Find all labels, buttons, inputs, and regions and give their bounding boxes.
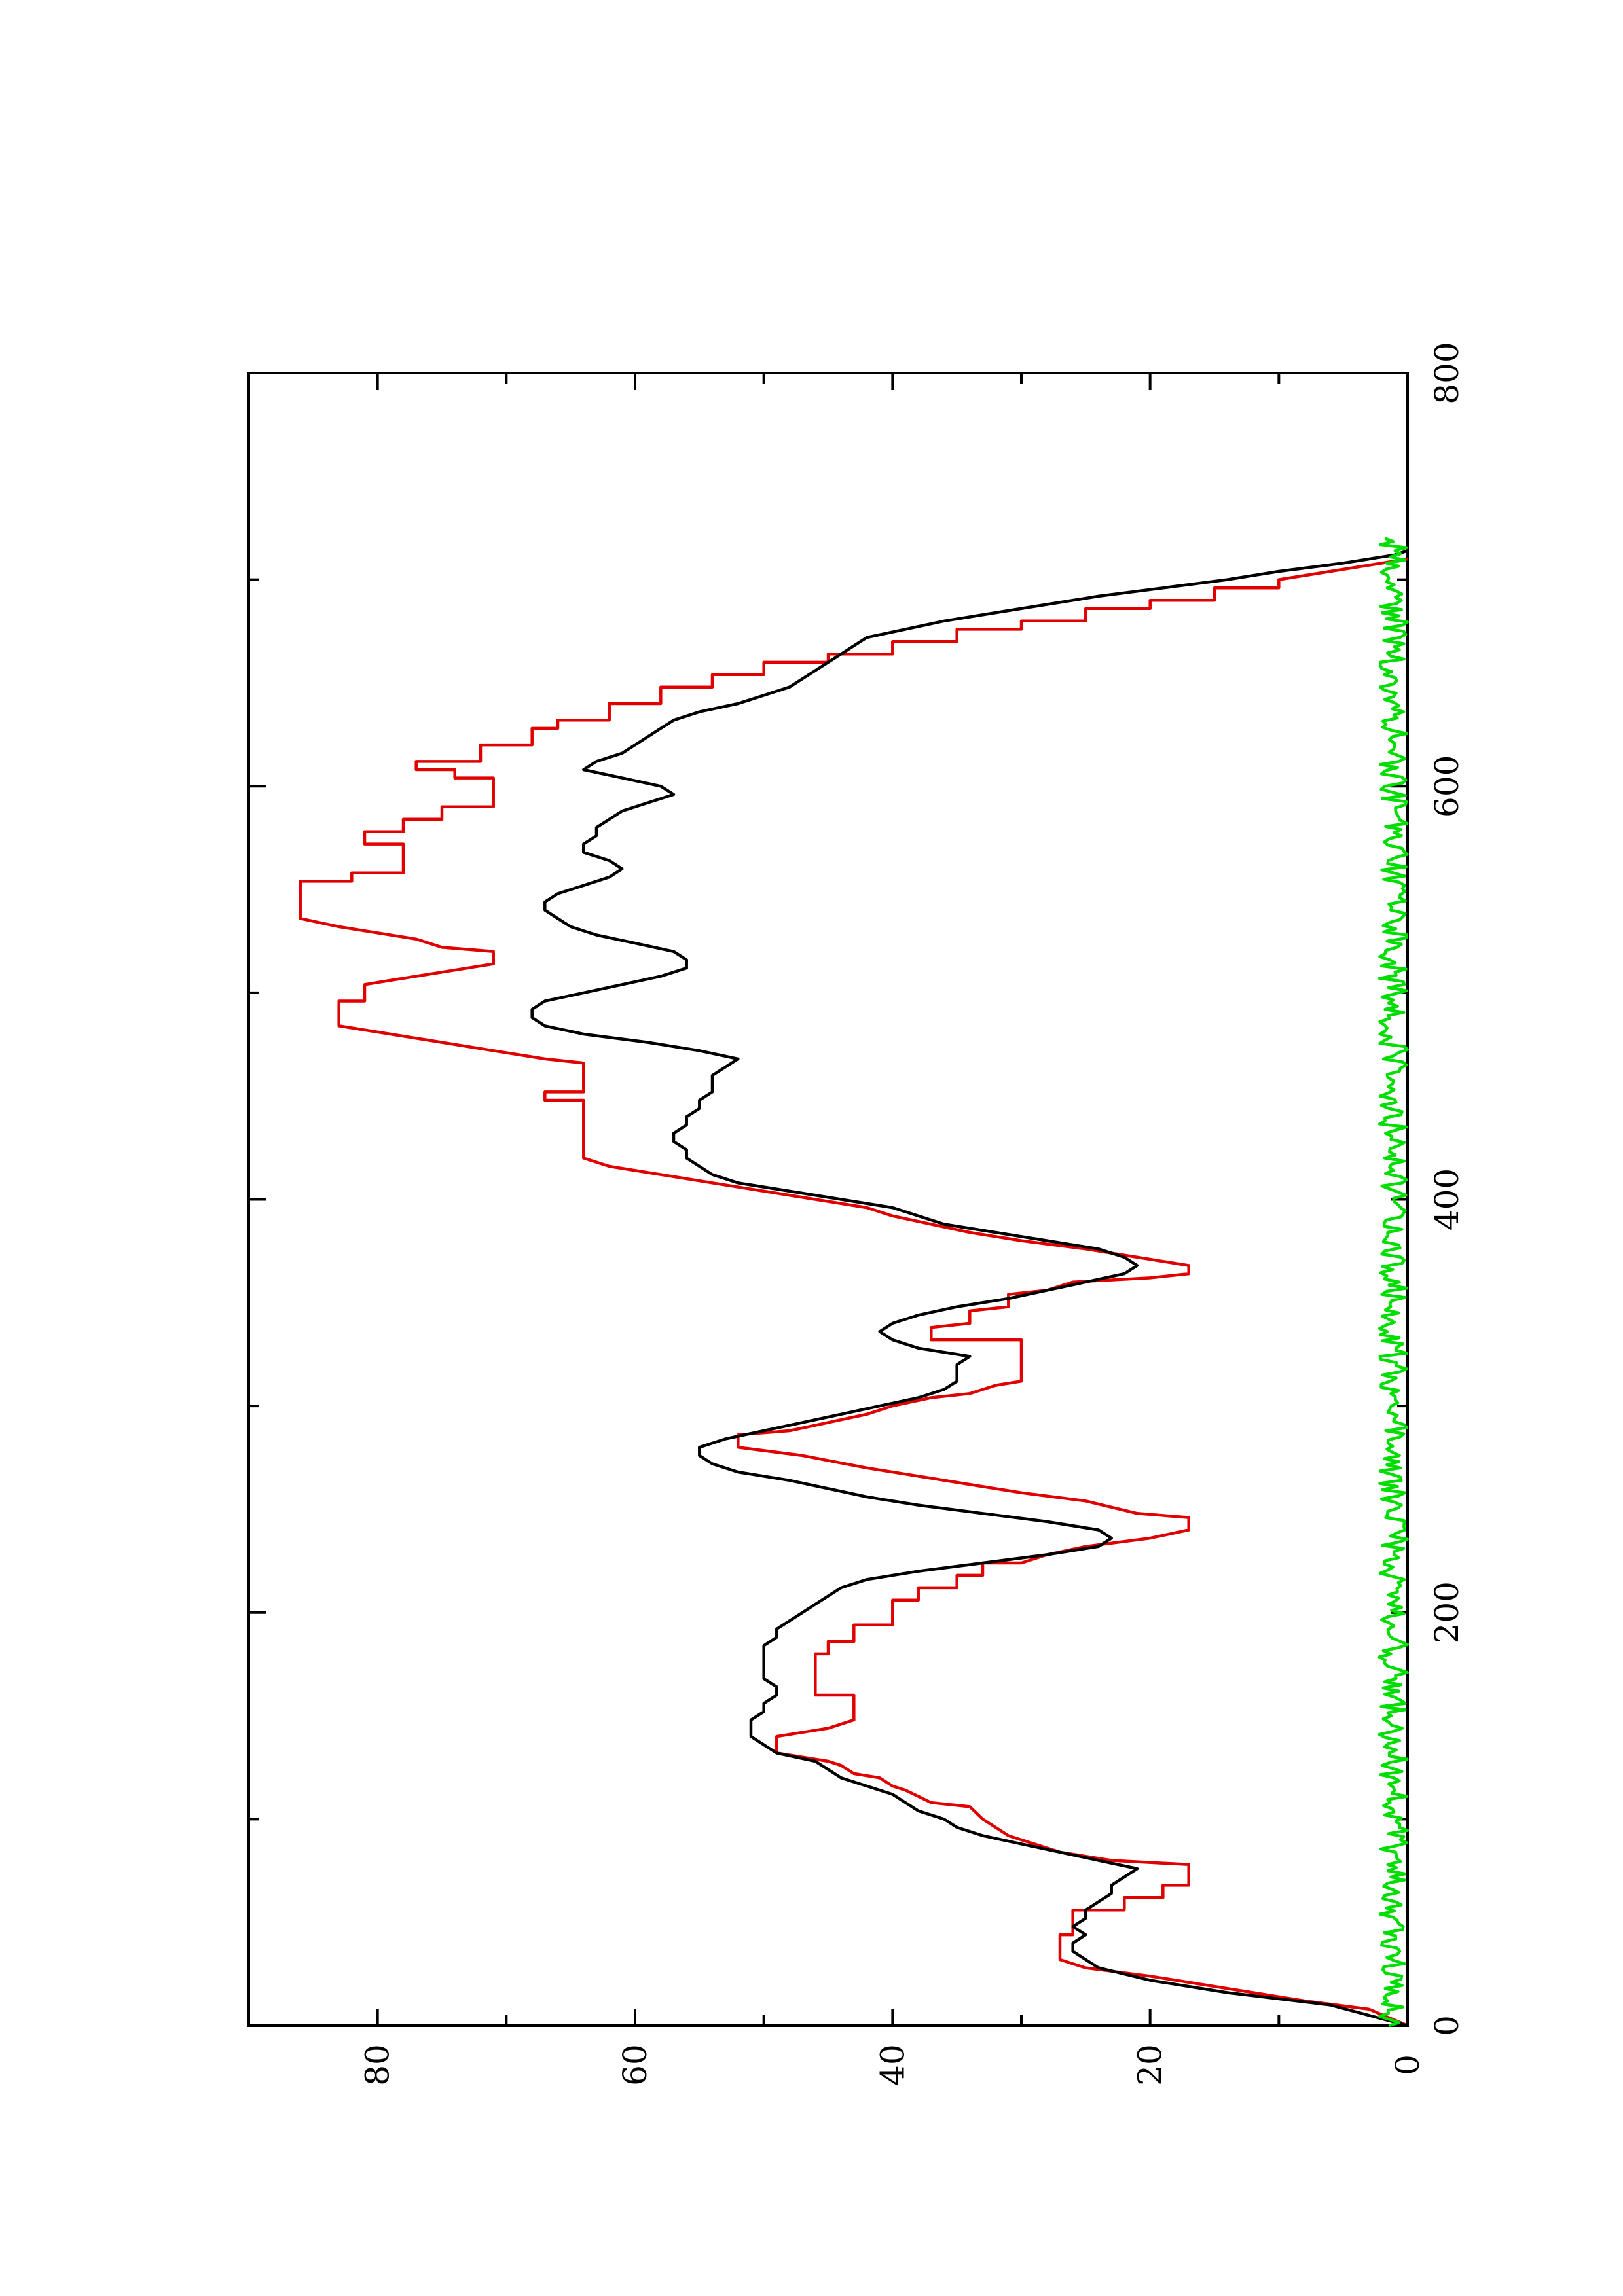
- y-tick-label: 60: [616, 2044, 654, 2086]
- y-tick-label: 0: [1389, 2054, 1427, 2075]
- y-tick-label: 20: [1131, 2044, 1169, 2086]
- x-tick-label: 400: [1428, 1168, 1466, 1230]
- y-axis-tick-labels: 0 20 40 60 80: [359, 2044, 1427, 2086]
- series-line-1: [299, 557, 1408, 2028]
- y-tick-label: 40: [873, 2044, 911, 2086]
- series-line-2: [530, 549, 1408, 2028]
- x-tick-label: 800: [1428, 342, 1466, 404]
- x-tick-label: 0: [1428, 2015, 1466, 2036]
- axis-ticks: [249, 372, 1409, 2027]
- x-tick-label: 200: [1428, 1581, 1466, 1643]
- x-tick-label: 600: [1428, 755, 1466, 817]
- x-axis-tick-labels: 0 200 400 600 800: [1428, 342, 1466, 2036]
- y-tick-label: 80: [359, 2044, 397, 2086]
- series-layer: [299, 537, 1410, 2028]
- series-line-3: [1377, 537, 1410, 2028]
